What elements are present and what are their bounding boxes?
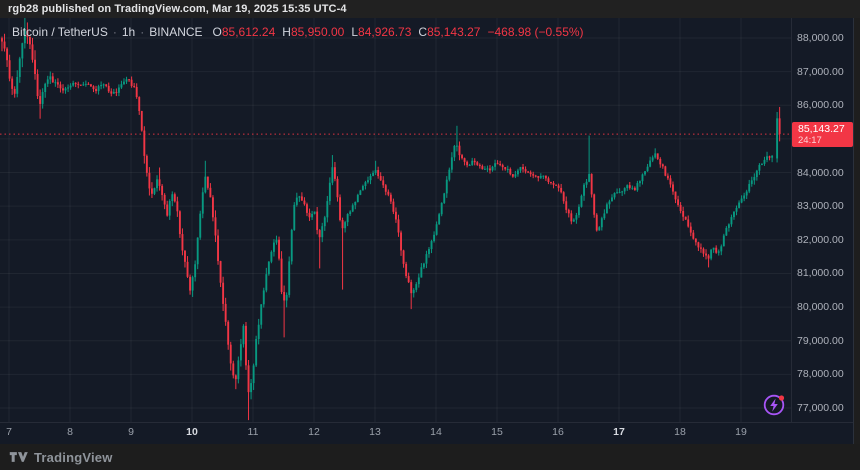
notification-dot xyxy=(778,395,785,401)
ohlc-low: L84,926.73 xyxy=(351,25,412,39)
y-axis-label[interactable]: 77,000.00 xyxy=(797,402,844,414)
current-price-label: 85,143.27 24:17 xyxy=(792,121,853,147)
tradingview-brand-text[interactable]: TradingView xyxy=(34,449,113,465)
legend-separator: · xyxy=(112,25,117,39)
candlestick-chart[interactable] xyxy=(0,18,853,444)
y-axis-label[interactable]: 84,000.00 xyxy=(797,166,844,179)
ohlc-close: C85,143.27 xyxy=(418,25,481,39)
x-axis-label[interactable]: 12 xyxy=(308,426,320,438)
x-axis-label[interactable]: 19 xyxy=(735,426,747,438)
x-axis-label[interactable]: 17 xyxy=(613,426,625,438)
y-axis-label[interactable]: 80,000.00 xyxy=(797,301,844,314)
y-axis-label[interactable]: 78,000.00 xyxy=(797,368,844,381)
bar-countdown: 24:17 xyxy=(798,134,822,146)
x-axis-label[interactable]: 13 xyxy=(369,426,381,438)
x-axis-label[interactable]: 14 xyxy=(430,426,442,438)
ohlc-high: H85,950.00 xyxy=(282,25,345,39)
y-axis-label[interactable]: 82,000.00 xyxy=(797,233,844,246)
legend-separator: · xyxy=(140,25,145,39)
x-axis-label[interactable]: 7 xyxy=(6,426,12,438)
y-axis-label[interactable]: 86,000.00 xyxy=(797,99,844,112)
x-axis-label[interactable]: 10 xyxy=(186,426,198,438)
chart-widget[interactable]: Bitcoin / TetherUS · 1h · BINANCE O85,61… xyxy=(0,18,854,444)
x-axis-label[interactable]: 9 xyxy=(128,426,134,438)
change-value: −468.98 (−0.55%) xyxy=(487,25,584,39)
y-axis-label[interactable]: 83,000.00 xyxy=(797,200,844,213)
x-axis-label[interactable]: 8 xyxy=(67,426,73,438)
x-axis-label[interactable]: 11 xyxy=(247,426,259,438)
x-axis-label[interactable]: 15 xyxy=(491,426,503,438)
symbol-name: Bitcoin / TetherUS xyxy=(12,25,108,39)
y-axis-label[interactable]: 87,000.00 xyxy=(797,65,844,78)
exchange-label: BINANCE xyxy=(149,25,203,39)
current-price-value: 85,143.27 xyxy=(798,122,845,135)
attribution-text: rgb28 published on TradingView.com, Mar … xyxy=(8,3,347,15)
x-axis-label[interactable]: 18 xyxy=(674,426,686,438)
chart-legend: Bitcoin / TetherUS · 1h · BINANCE O85,61… xyxy=(12,25,584,39)
footer-bar: TradingView xyxy=(0,444,860,470)
y-axis-label[interactable]: 81,000.00 xyxy=(797,267,844,280)
attribution-bar: rgb28 published on TradingView.com, Mar … xyxy=(0,0,860,18)
lightning-bolt-icon xyxy=(770,398,778,412)
interval-label: 1h xyxy=(121,25,136,39)
x-axis-label[interactable]: 16 xyxy=(552,426,564,438)
y-axis-label[interactable]: 88,000.00 xyxy=(797,32,844,44)
y-axis-label[interactable]: 79,000.00 xyxy=(797,334,844,347)
tradingview-logo-icon[interactable] xyxy=(9,451,28,463)
boost-button[interactable] xyxy=(762,392,788,418)
ohlc-open: O85,612.24 xyxy=(212,25,276,39)
